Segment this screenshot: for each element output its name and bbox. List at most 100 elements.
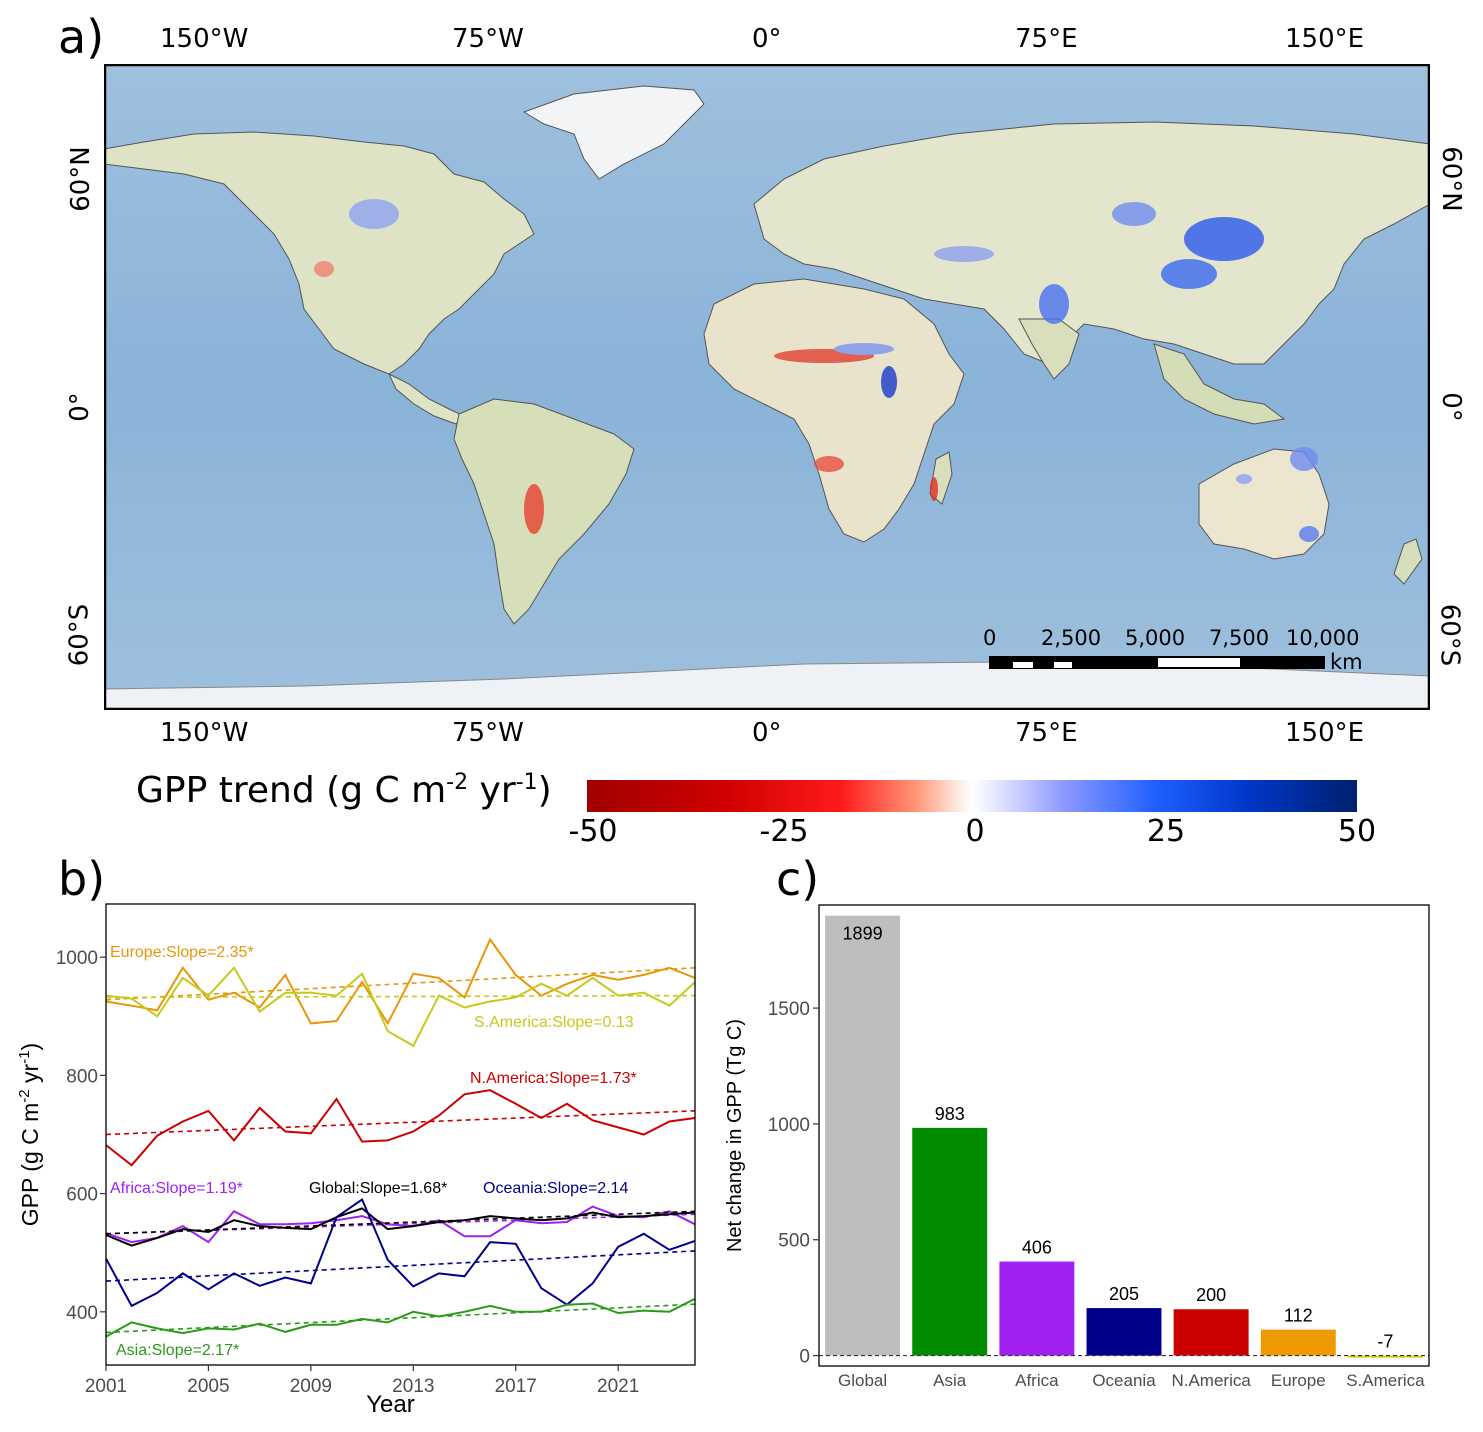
lon-label-bottom-75w: 75°W	[452, 718, 524, 748]
lat-label-left-0: 0°	[64, 392, 95, 422]
legend-title: GPP trend (g C m-2 yr-1)	[136, 770, 552, 811]
x-category-label-asia: Asia	[933, 1371, 967, 1390]
bar-chart: 1899 983 406 205 200 112 -7 Global Asia Africa Oc…	[724, 904, 1430, 1390]
lon-label-bottom-150w: 150°W	[160, 718, 249, 748]
y-tick-label: 1000	[56, 948, 98, 969]
series-line-namerica	[105, 1089, 696, 1167]
x-tick-label: 2009	[290, 1376, 332, 1397]
y-tick-label: 1000	[768, 1115, 810, 1136]
lon-label-top-150w: 150°W	[160, 24, 249, 54]
bar-oceania	[1086, 1308, 1162, 1356]
trend-line-namerica	[105, 1110, 696, 1136]
x-category-label-africa: Africa	[1015, 1371, 1059, 1390]
panel-label-c: c)	[776, 852, 820, 906]
trend-line-samerica	[105, 994, 696, 999]
land-north-america	[104, 131, 535, 375]
x-category-label-europe: Europe	[1271, 1371, 1326, 1390]
x-tick-label: 2021	[597, 1376, 639, 1397]
legend-tick-0: 0	[965, 814, 985, 849]
land-australia	[1198, 448, 1330, 560]
legend-colorbar	[587, 780, 1357, 812]
series-label-global: Global:Slope=1.68*	[309, 1180, 447, 1197]
land-greenland	[522, 85, 705, 180]
bar-value-label-global: 1899	[843, 924, 883, 944]
lat-label-right-0: 0°	[1435, 392, 1466, 422]
series-line-samerica	[105, 966, 696, 1048]
line-chart-axes: 400 600 800 1000 2001 2005 2009 2013 2017 2021 Yea…	[16, 903, 696, 1418]
scale-bar-tick-2500: 2,500	[1041, 626, 1102, 650]
lon-label-bottom-0: 0°	[752, 718, 782, 748]
lon-label-bottom-75e: 75°E	[1015, 718, 1078, 748]
color-legend: GPP trend (g C m-2 yr-1) -50 -25 0 25 50	[0, 770, 1483, 850]
land-india	[1018, 318, 1080, 380]
legend-tick-minus25: -25	[759, 814, 809, 849]
bar-value-label-namerica: 200	[1196, 1285, 1226, 1305]
x-category-label-namerica: N.America	[1171, 1371, 1251, 1390]
series-line-global	[105, 1207, 696, 1247]
bar-global	[825, 915, 901, 1356]
land-south-america	[453, 398, 635, 625]
scale-bar-tick-10000: 10,000	[1286, 626, 1360, 650]
bar-chart-axes: Global Asia Africa Oceania N.America Europe S.…	[724, 904, 1430, 1390]
scale-bar-tick-0: 0	[983, 626, 997, 650]
lon-label-top-0: 0°	[752, 24, 782, 54]
lon-label-top-75e: 75°E	[1015, 24, 1078, 54]
land-antarctica	[104, 661, 1430, 710]
bar-value-label-samerica: -7	[1377, 1332, 1393, 1352]
bar-value-label-africa: 406	[1022, 1238, 1052, 1258]
bar-asia	[912, 1127, 988, 1356]
gpp-trend-patches	[314, 199, 1319, 542]
bar-samerica	[1347, 1355, 1423, 1358]
series-label-samerica: S.America:Slope=0.13	[474, 1014, 634, 1031]
series-line-oceania	[105, 1197, 696, 1308]
series-line-africa	[105, 1205, 696, 1244]
y-tick-label: 400	[66, 1303, 98, 1324]
line-chart: 400 600 800 1000 2001 2005 2009 2013 2017 2021 Yea…	[16, 903, 696, 1418]
map-panel: a) 150°W 75°W 0° 75°E 150°E 150°W 75°W 0…	[58, 10, 1466, 748]
land-new-zealand	[1393, 538, 1423, 585]
series-label-europe: Europe:Slope=2.35*	[110, 944, 254, 961]
legend-tick-25: 25	[1146, 814, 1186, 849]
y-tick-label: 800	[66, 1066, 98, 1087]
bar-europe	[1260, 1329, 1336, 1356]
land-se-asia	[1153, 343, 1286, 425]
lat-label-right-60n: 60°N	[1435, 146, 1466, 212]
y-axis-label: Net change in GPP (Tg C)	[724, 1019, 746, 1252]
y-tick-label: 500	[778, 1231, 810, 1252]
legend-tick-50: 50	[1337, 814, 1377, 849]
bar-namerica	[1173, 1309, 1249, 1356]
series-line-europe	[105, 937, 696, 1026]
series-line-asia	[105, 1297, 696, 1338]
panel-label-a: a)	[58, 10, 105, 64]
series-label-africa: Africa:Slope=1.19*	[110, 1180, 243, 1197]
lat-label-left-60s: 60°S	[64, 603, 95, 667]
x-axis-label: Year	[366, 1391, 415, 1418]
x-tick-label: 2005	[187, 1376, 229, 1397]
world-map	[104, 64, 1430, 710]
lat-label-left-60n: 60°N	[65, 146, 96, 212]
series-label-namerica: N.America:Slope=1.73*	[470, 1070, 637, 1087]
bar-value-label-asia: 983	[935, 1104, 965, 1124]
x-category-label-global: Global	[838, 1371, 887, 1390]
series-label-asia: Asia:Slope=2.17*	[116, 1342, 239, 1359]
y-tick-label: 600	[66, 1185, 98, 1206]
trend-line-oceania	[105, 1250, 696, 1282]
line-series-group	[105, 937, 696, 1338]
lon-label-top-150e: 150°E	[1285, 24, 1365, 54]
lon-label-bottom-150e: 150°E	[1285, 718, 1365, 748]
bar-value-label-oceania: 205	[1109, 1284, 1139, 1304]
lat-label-right-60s: 60°S	[1434, 603, 1465, 667]
x-tick-label: 2001	[85, 1376, 127, 1397]
y-axis-label: GPP (g C m-2 yr-1)	[16, 1043, 43, 1226]
x-tick-label: 2017	[495, 1376, 537, 1397]
panel-label-b: b)	[58, 852, 106, 906]
plot-frame	[818, 904, 1430, 1367]
plot-frame	[105, 903, 696, 1366]
land-eurasia	[753, 121, 1430, 365]
lon-label-top-75w: 75°W	[452, 24, 524, 54]
scale-bar	[989, 656, 1325, 669]
bar-africa	[999, 1261, 1075, 1356]
y-tick-label: 1500	[768, 999, 810, 1020]
x-tick-label: 2013	[392, 1376, 434, 1397]
land-africa	[703, 278, 965, 543]
